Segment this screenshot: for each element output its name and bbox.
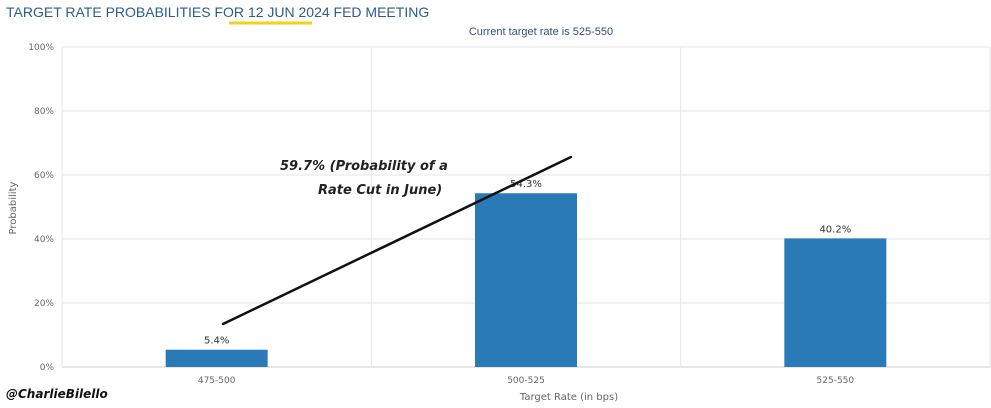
bar (475, 193, 577, 367)
annotation-line1: 59.7% (Probability of a (280, 159, 448, 174)
y-tick-label: 40% (34, 235, 54, 245)
bar (784, 238, 887, 367)
watermark-handle: @CharlieBilello (6, 387, 108, 401)
chart-title: TARGET RATE PROBABILITIES FOR 12 JUN 202… (6, 4, 429, 20)
x-tick-label: 525-550 (817, 376, 855, 386)
bar-value-label: 5.4% (204, 336, 229, 347)
annotation-line2: Rate Cut in June) (318, 183, 442, 198)
bars (165, 193, 887, 367)
y-tick-label: 100% (28, 43, 54, 53)
x-axis-title: Target Rate (in bps) (519, 392, 618, 403)
title-prefix: TARGET RATE PROBABILITIES FOR (6, 4, 248, 20)
y-tick-label: 60% (34, 171, 54, 181)
chart-subtitle: Current target rate is 525-550 (469, 26, 613, 38)
y-tick-label: 0% (40, 363, 55, 373)
y-tick-label: 80% (34, 107, 54, 117)
x-tick-label: 500-525 (507, 376, 545, 386)
bar-value-label: 54.3% (510, 179, 542, 190)
bar (165, 349, 268, 367)
labels: 0% 20% 40% 60% 80% 100% 5.4% 475-500 54.3% 500-52… (28, 43, 854, 386)
y-axis-title: Probability (8, 181, 19, 234)
bar-value-label: 40.2% (819, 224, 851, 235)
annotation-line (221, 155, 573, 326)
x-tick-label: 475-500 (198, 376, 236, 386)
title-suffix: FED MEETING (330, 4, 430, 20)
title-highlight: 12 JUN 2024 (248, 4, 330, 20)
y-tick-label: 20% (34, 299, 54, 309)
